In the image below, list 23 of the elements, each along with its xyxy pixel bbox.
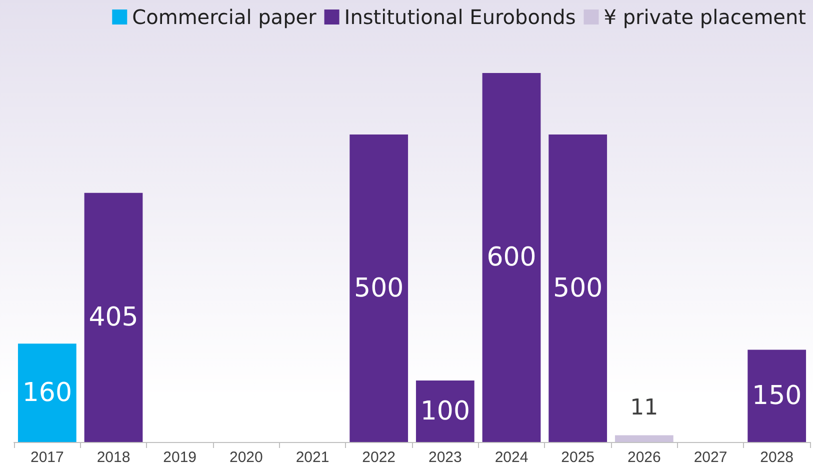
data-label: 100 [420,396,470,426]
x-tick-label: 2017 [30,449,64,466]
x-tick-label: 2022 [362,449,396,466]
x-tick-label: 2026 [627,449,661,466]
data-label: 600 [486,242,536,272]
data-label: 160 [22,378,72,408]
data-label: 500 [354,273,404,304]
x-tick-label: 2028 [760,449,794,466]
x-tick-label: 2025 [561,449,595,466]
data-label: 405 [88,302,138,332]
data-label: 150 [752,380,802,411]
x-tick-label: 2021 [296,449,330,466]
x-tick-label: 2020 [229,449,263,466]
x-tick-label: 2018 [96,449,130,466]
data-label: 500 [553,273,603,304]
legend-label: Institutional Eurobonds [344,5,576,29]
legend-label: ¥ private placement [604,5,806,29]
legend-label: Commercial paper [132,5,318,29]
x-tick-label: 2024 [494,449,528,466]
data-label: 11 [630,396,658,421]
x-tick-label: 2027 [694,449,728,466]
x-tick-label: 2019 [163,449,197,466]
x-tick-label: 2023 [428,449,462,466]
